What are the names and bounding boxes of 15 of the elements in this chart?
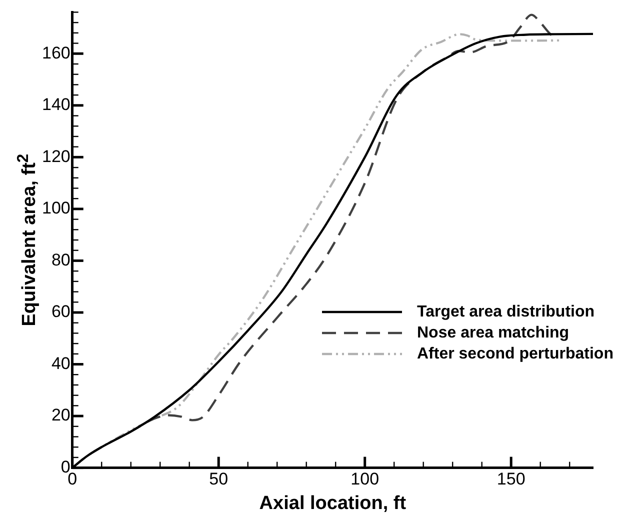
y-tick-label: 40 <box>51 354 70 373</box>
y-tick-label: 80 <box>51 250 70 270</box>
y-tick-label: 20 <box>51 406 70 425</box>
legend-label: Nose area matching <box>417 324 570 342</box>
y-tick-label: 140 <box>42 95 70 114</box>
x-tick-label: 100 <box>350 470 380 489</box>
x-tick-label: 150 <box>496 470 526 489</box>
x-tick-label: 50 <box>209 470 228 489</box>
y-tick-label: 60 <box>51 302 70 322</box>
legend-label: After second perturbation <box>417 345 614 362</box>
legend-label: Target area distribution <box>417 303 595 320</box>
x-axis-title: Axial location, ft <box>259 492 407 514</box>
y-tick-label: 120 <box>42 146 70 166</box>
y-tick-label: 100 <box>42 198 70 218</box>
y-tick-label: 160 <box>42 43 70 62</box>
